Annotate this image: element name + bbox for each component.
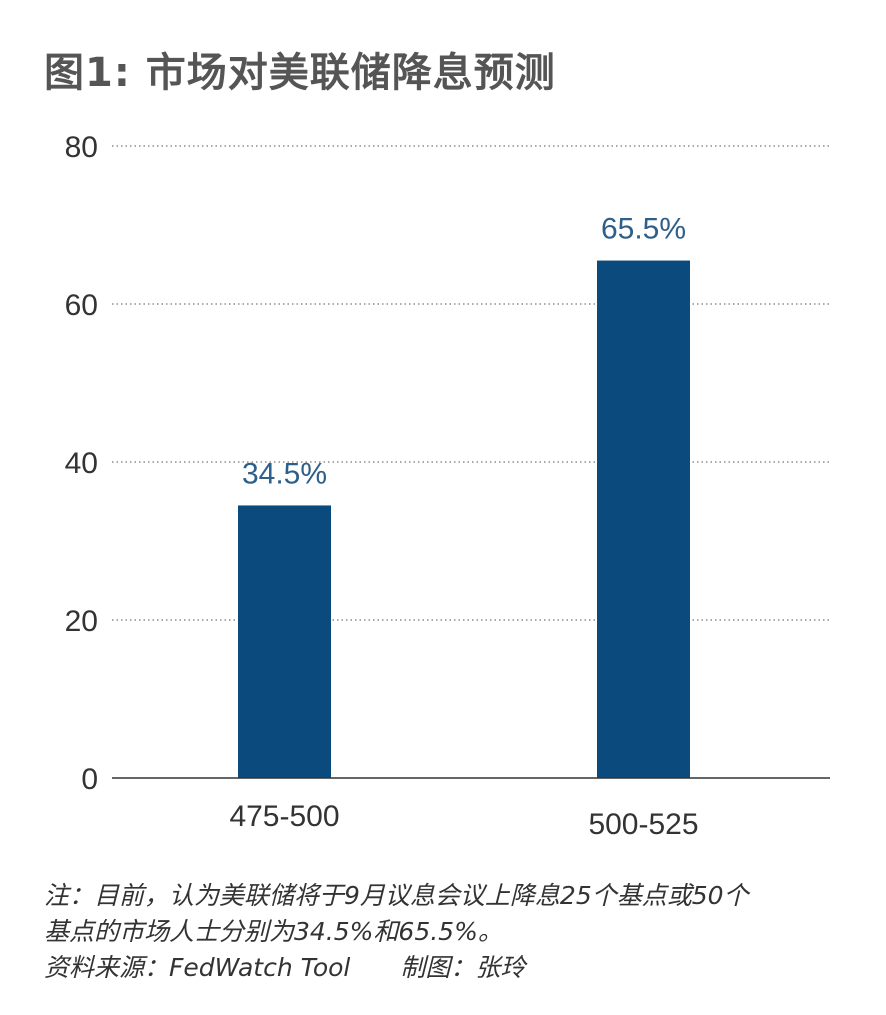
x-tick-label: 500-525: [588, 808, 698, 841]
y-tick-label: 0: [81, 763, 98, 796]
y-tick-label: 40: [65, 447, 98, 480]
bar-500-525: [597, 260, 690, 778]
data-labels: 34.5% 65.5%: [242, 213, 686, 491]
y-tick-label: 20: [65, 605, 98, 638]
source-text: 资料来源：FedWatch Tool: [44, 953, 351, 982]
bar-chart: 0 20 40 60 80 34.5% 65.5% 475-500 500-525: [65, 131, 830, 841]
note-line-1: 注：目前，认为美联储将于9月议息会议上降息25个基点或50个: [44, 881, 749, 910]
credit-text: 制图：张玲: [400, 953, 526, 982]
note-line-2: 基点的市场人士分别为34.5%和65.5%。: [44, 917, 503, 946]
x-axis-ticks: 475-500 500-525: [229, 800, 698, 841]
x-tick-label: 475-500: [229, 800, 339, 833]
y-tick-label: 80: [65, 131, 98, 164]
source-credit-line: 资料来源：FedWatch Tool 制图：张玲: [44, 950, 864, 986]
bars: [238, 260, 690, 778]
y-axis-ticks: 0 20 40 60 80: [65, 131, 98, 796]
y-tick-label: 60: [65, 289, 98, 322]
gridlines: [112, 145, 830, 621]
bar-475-500: [238, 505, 331, 778]
chart-title: 图1: 市场对美联储降息预测: [44, 50, 556, 96]
data-label: 65.5%: [601, 213, 686, 246]
notes-block: 注：目前，认为美联储将于9月议息会议上降息25个基点或50个 基点的市场人士分别…: [44, 878, 864, 986]
data-label: 34.5%: [242, 457, 327, 490]
